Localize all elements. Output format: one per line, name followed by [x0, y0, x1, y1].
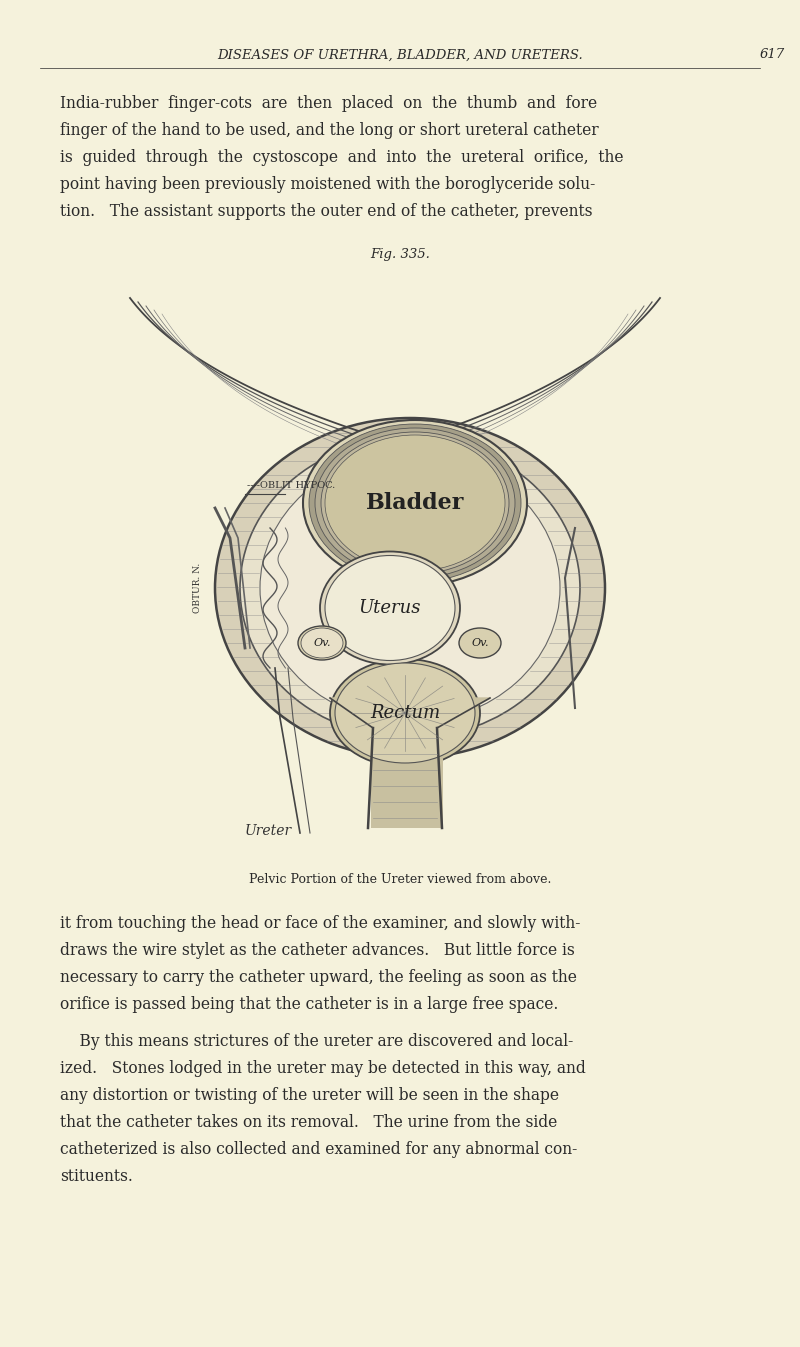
- Text: Uterus: Uterus: [358, 599, 422, 617]
- Text: point having been previously moistened with the boroglyceride solu-: point having been previously moistened w…: [60, 176, 595, 193]
- Text: Ov.: Ov.: [314, 638, 330, 648]
- Text: it from touching the head or face of the examiner, and slowly with-: it from touching the head or face of the…: [60, 915, 580, 932]
- Text: DISEASES OF URETHRA, BLADDER, AND URETERS.: DISEASES OF URETHRA, BLADDER, AND URETER…: [217, 48, 583, 62]
- Text: orifice is passed being that the catheter is in a large free space.: orifice is passed being that the cathete…: [60, 995, 558, 1013]
- Ellipse shape: [330, 659, 480, 766]
- Ellipse shape: [303, 420, 527, 586]
- Text: finger of the hand to be used, and the long or short ureteral catheter: finger of the hand to be used, and the l…: [60, 123, 598, 139]
- Text: Fig. 335.: Fig. 335.: [370, 248, 430, 261]
- Bar: [371, 727, 443, 828]
- Text: Ureter: Ureter: [245, 824, 292, 838]
- Polygon shape: [330, 698, 490, 727]
- Text: ----OBLIT HYPOC.: ----OBLIT HYPOC.: [247, 481, 335, 490]
- Ellipse shape: [333, 440, 497, 566]
- Text: draws the wire stylet as the catheter advances.   But little force is: draws the wire stylet as the catheter ad…: [60, 942, 574, 959]
- Ellipse shape: [215, 418, 605, 758]
- Ellipse shape: [240, 438, 580, 738]
- Ellipse shape: [320, 551, 460, 664]
- Text: any distortion or twisting of the ureter will be seen in the shape: any distortion or twisting of the ureter…: [60, 1087, 559, 1105]
- Text: stituents.: stituents.: [60, 1168, 133, 1185]
- Text: Rectum: Rectum: [370, 704, 440, 722]
- Ellipse shape: [298, 626, 346, 660]
- Text: tion.   The assistant supports the outer end of the catheter, prevents: tion. The assistant supports the outer e…: [60, 203, 593, 220]
- Ellipse shape: [335, 663, 475, 762]
- Ellipse shape: [325, 435, 505, 571]
- Text: Ov.: Ov.: [471, 638, 489, 648]
- Text: necessary to carry the catheter upward, the feeling as soon as the: necessary to carry the catheter upward, …: [60, 968, 577, 986]
- Ellipse shape: [459, 628, 501, 657]
- Text: is  guided  through  the  cystoscope  and  into  the  ureteral  orifice,  the: is guided through the cystoscope and int…: [60, 150, 623, 166]
- Ellipse shape: [325, 555, 455, 660]
- Text: Pelvic Portion of the Ureter viewed from above.: Pelvic Portion of the Ureter viewed from…: [249, 873, 551, 886]
- Ellipse shape: [309, 424, 521, 582]
- Text: OBTUR. N.: OBTUR. N.: [194, 563, 202, 613]
- Ellipse shape: [315, 428, 515, 578]
- Text: Bladder: Bladder: [366, 492, 464, 515]
- Ellipse shape: [321, 432, 509, 574]
- Text: that the catheter takes on its removal.   The urine from the side: that the catheter takes on its removal. …: [60, 1114, 558, 1131]
- Ellipse shape: [301, 628, 343, 657]
- Text: By this means strictures of the ureter are discovered and local-: By this means strictures of the ureter a…: [60, 1033, 574, 1051]
- Text: ized.   Stones lodged in the ureter may be detected in this way, and: ized. Stones lodged in the ureter may be…: [60, 1060, 586, 1078]
- Text: 617: 617: [760, 48, 785, 62]
- Ellipse shape: [260, 454, 560, 722]
- Ellipse shape: [327, 436, 503, 570]
- Text: India-rubber  finger-cots  are  then  placed  on  the  thumb  and  fore: India-rubber finger-cots are then placed…: [60, 96, 597, 112]
- Text: catheterized is also collected and examined for any abnormal con-: catheterized is also collected and exami…: [60, 1141, 578, 1158]
